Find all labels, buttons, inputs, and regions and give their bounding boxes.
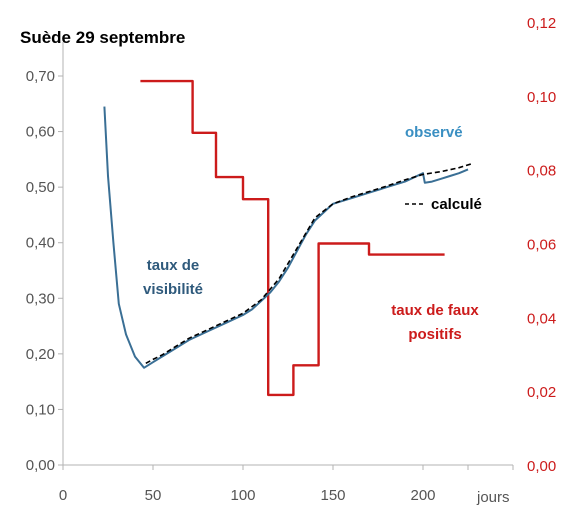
y-left-tick-label: 0,10 xyxy=(26,401,55,418)
y-left-tick-label: 0,60 xyxy=(26,124,55,141)
annotation-false-positives-2: positifs xyxy=(408,326,461,343)
annotation-visibility-2: visibilité xyxy=(143,281,203,298)
y-left-tick-label: 0,20 xyxy=(26,346,55,363)
y-left-tick-label: 0,70 xyxy=(26,68,55,85)
annotation-false-positives-1: taux de faux xyxy=(391,302,479,319)
y-left-tick-label: 0,00 xyxy=(26,457,55,474)
y-left-tick-label: 0,40 xyxy=(26,235,55,252)
y-axis-right-ticks: 0,00 0,02 0,04 0,06 0,08 0,10 0,12 xyxy=(527,15,556,475)
x-tick-label: 50 xyxy=(145,487,162,504)
y-right-tick-label: 0,04 xyxy=(527,310,556,327)
y-axis-left-ticks: 0,00 0,10 0,20 0,30 0,40 0,50 0,60 0,70 xyxy=(26,68,63,474)
annotation-visibility-1: taux de xyxy=(147,257,200,274)
y-right-tick-label: 0,12 xyxy=(527,15,556,32)
x-tick-label: 100 xyxy=(230,487,255,504)
x-axis-ticks: 0 50 100 150 200 xyxy=(59,465,513,504)
y-right-tick-label: 0,08 xyxy=(527,163,556,180)
y-left-tick-label: 0,30 xyxy=(26,290,55,307)
x-tick-label: 200 xyxy=(410,487,435,504)
y-right-tick-label: 0,00 xyxy=(527,458,556,475)
y-right-tick-label: 0,10 xyxy=(527,89,556,106)
y-right-tick-label: 0,06 xyxy=(527,237,556,254)
y-right-tick-label: 0,02 xyxy=(527,384,556,401)
series-line-faux_positifs xyxy=(140,81,444,395)
annotation-observed: observé xyxy=(405,124,463,141)
annotation-computed: calculé xyxy=(431,196,482,213)
x-axis-label: jours xyxy=(476,489,510,506)
x-tick-label: 150 xyxy=(320,487,345,504)
x-tick-label: 0 xyxy=(59,487,67,504)
y-left-tick-label: 0,50 xyxy=(26,179,55,196)
chart-title: Suède 29 septembre xyxy=(20,28,185,47)
